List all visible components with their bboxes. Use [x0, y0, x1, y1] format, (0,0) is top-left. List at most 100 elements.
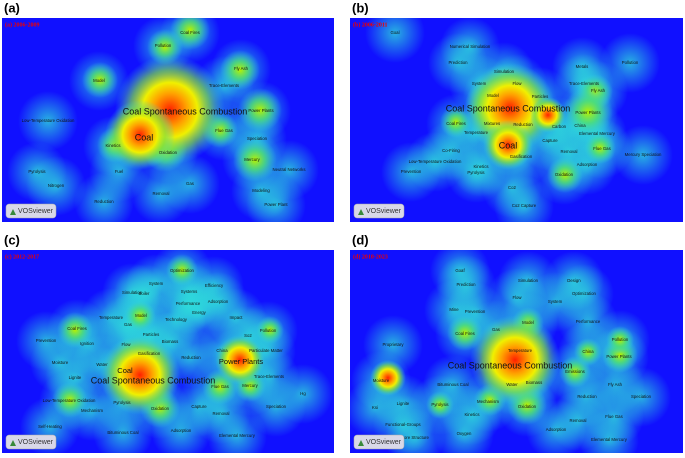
keyword: Ksi — [372, 405, 378, 410]
keyword: Optimization — [170, 268, 194, 273]
density-map — [2, 250, 334, 453]
keyword: System — [149, 281, 164, 286]
keyword: Fly Ash — [608, 382, 623, 387]
keyword: Elemental Mercury — [591, 437, 628, 442]
keyword: Co2 Capture — [512, 203, 537, 208]
keyword: Power Plants — [219, 357, 263, 366]
keyword: Optimization — [572, 291, 596, 296]
keyword: Design — [567, 278, 581, 283]
keyword: Speciation — [247, 136, 268, 141]
badge-text: VOSviewer — [366, 439, 402, 446]
keyword: Hg — [300, 391, 306, 396]
keyword: Mechanism — [477, 399, 499, 404]
density-haze — [18, 91, 78, 151]
keyword: Fly Ash — [234, 66, 249, 71]
keyword: Capture — [542, 138, 558, 143]
keyword: Gas — [124, 322, 132, 327]
keyword: Moisture — [373, 378, 390, 383]
badge-box — [5, 434, 57, 450]
density-haze — [74, 172, 134, 222]
keyword: Ignition — [80, 341, 94, 346]
keyword: Reduction — [513, 122, 533, 127]
keyword: Coal Fires — [180, 30, 200, 35]
keyword: Oxygen — [457, 431, 472, 436]
density-haze — [26, 156, 86, 216]
keyword: Pyrolysis — [431, 402, 448, 407]
keyword: Performance — [176, 301, 201, 306]
density-blob — [124, 300, 156, 332]
density-peak — [370, 360, 406, 396]
badge-text: VOSviewer — [366, 208, 402, 215]
keyword: Biomass — [526, 380, 542, 385]
keyword: Mercury Speciation — [625, 152, 662, 157]
keyword: China — [216, 348, 228, 353]
keyword: Kinetics — [105, 143, 120, 148]
density-haze — [93, 403, 153, 453]
panel: (c) (c) 2012-2017 Optimization System Effici… — [2, 232, 334, 453]
keyword: Bituminous Coal — [107, 430, 138, 435]
keyword: Self-Heating — [38, 424, 62, 429]
keyword: Efficiency — [205, 283, 224, 288]
keyword: Prevention — [465, 309, 486, 314]
keyword: Coal Spontaneous Combustion — [123, 106, 248, 116]
keyword: Particulate Matter — [249, 348, 283, 353]
keyword: Removal — [153, 191, 170, 196]
keyword: Simulation — [122, 290, 143, 295]
keyword: Adsorption — [546, 427, 567, 432]
keyword: Pollution — [622, 60, 639, 65]
keyword: Prediction — [456, 282, 476, 287]
panel-label: (d) — [352, 232, 369, 247]
keyword: Performance — [576, 319, 601, 324]
keyword: Simulation — [494, 69, 515, 74]
keyword: Functional-Groups — [385, 422, 420, 427]
density-map — [350, 250, 683, 453]
keyword: Low-Temperature Oxidation — [43, 398, 96, 403]
keyword: Capture — [191, 404, 207, 409]
keyword: Numerical Simulation — [450, 44, 491, 49]
keyword: Co-Firing — [442, 148, 460, 153]
density-blob — [256, 316, 284, 344]
keyword: Biomass — [162, 339, 178, 344]
density-haze — [579, 410, 639, 453]
density-blob — [574, 338, 602, 366]
keyword: Adsorption — [171, 428, 192, 433]
keyword: Coal Spontaneous Combustion — [91, 375, 216, 385]
keyword: Temperature — [508, 348, 533, 353]
vosviewer-badge: VOSviewer — [5, 203, 57, 219]
vosviewer-badge: VOSviewer — [353, 203, 405, 219]
density-peak — [105, 100, 175, 170]
period-title: (a) 2006-2009 — [5, 21, 40, 28]
keyword: Emissions — [565, 369, 585, 374]
keyword: Trace-Elements — [254, 374, 284, 379]
density-haze — [613, 125, 673, 185]
keyword: Bituminous Coal — [437, 382, 468, 387]
panel: (a) (a) 2006-2009 Coal Fires Pollution Fly A… — [2, 0, 334, 222]
keyword: Flue Gas — [211, 384, 228, 389]
keyword: Kinetics — [473, 164, 488, 169]
keyword: Pollution — [612, 337, 629, 342]
keyword: Pyrolysis — [28, 169, 45, 174]
keyword: Flow — [121, 342, 131, 347]
keyword: China — [582, 349, 594, 354]
keyword: Trace-Elements — [569, 81, 599, 86]
density-map — [2, 18, 334, 222]
keyword: Co2 — [508, 185, 516, 190]
density-haze — [246, 175, 306, 222]
keyword: Pollution — [155, 43, 172, 48]
keyword: Water — [506, 382, 518, 387]
keyword: Water — [96, 362, 108, 367]
keyword: Coal Fires — [446, 121, 466, 126]
badge-icon — [358, 440, 364, 446]
keyword: Impact — [230, 315, 244, 320]
keyword: System — [548, 299, 563, 304]
keyword: Systems — [181, 289, 197, 294]
keyword: Power Plants — [248, 108, 273, 113]
keyword: Prevention — [401, 169, 422, 174]
density-blob — [166, 254, 198, 286]
density-peak — [530, 97, 566, 133]
keyword: Oxidation — [159, 150, 178, 155]
keyword: So2 — [244, 333, 252, 338]
badge-box — [353, 203, 405, 219]
keyword: Low-Temperature Oxidation — [409, 159, 462, 164]
